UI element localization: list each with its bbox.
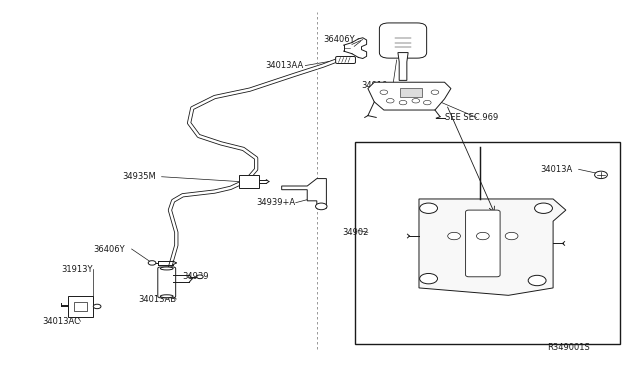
Text: 31913Y: 31913Y <box>61 265 93 274</box>
Ellipse shape <box>161 267 173 270</box>
Circle shape <box>505 232 518 240</box>
Text: 34902: 34902 <box>342 228 369 237</box>
Text: 36406Y: 36406Y <box>93 244 125 253</box>
Circle shape <box>534 203 552 214</box>
FancyBboxPatch shape <box>355 141 620 343</box>
Text: 34939: 34939 <box>182 272 209 281</box>
Circle shape <box>476 232 489 240</box>
Circle shape <box>196 275 203 279</box>
Circle shape <box>93 304 101 309</box>
FancyBboxPatch shape <box>68 296 93 317</box>
Circle shape <box>420 203 438 214</box>
Circle shape <box>387 99 394 103</box>
Circle shape <box>431 90 439 94</box>
Circle shape <box>380 90 388 94</box>
Circle shape <box>528 275 546 286</box>
Polygon shape <box>282 179 326 208</box>
Text: 34013AA: 34013AA <box>266 61 304 70</box>
Circle shape <box>420 273 438 284</box>
Circle shape <box>148 261 156 265</box>
Text: 34910: 34910 <box>362 81 388 90</box>
Text: 34935M: 34935M <box>122 172 156 181</box>
FancyBboxPatch shape <box>158 267 175 298</box>
Polygon shape <box>368 82 451 110</box>
Circle shape <box>595 171 607 179</box>
Text: 34013AC: 34013AC <box>42 317 80 326</box>
Ellipse shape <box>161 295 173 298</box>
FancyBboxPatch shape <box>239 175 259 188</box>
Text: 34013AB: 34013AB <box>138 295 176 304</box>
Polygon shape <box>400 88 422 97</box>
Circle shape <box>448 232 461 240</box>
Text: 36406Y: 36406Y <box>323 35 355 44</box>
FancyBboxPatch shape <box>335 57 355 64</box>
Circle shape <box>316 203 327 210</box>
Text: SEE SEC.969: SEE SEC.969 <box>445 113 498 122</box>
FancyBboxPatch shape <box>74 302 87 311</box>
Circle shape <box>412 99 420 103</box>
Circle shape <box>424 100 431 105</box>
Text: 34939+A: 34939+A <box>256 198 295 207</box>
Text: R349001S: R349001S <box>547 343 589 352</box>
Polygon shape <box>398 52 408 80</box>
Text: 34013A: 34013A <box>540 165 573 174</box>
Polygon shape <box>419 199 566 295</box>
Circle shape <box>399 100 407 105</box>
FancyBboxPatch shape <box>466 210 500 277</box>
FancyBboxPatch shape <box>380 23 427 58</box>
